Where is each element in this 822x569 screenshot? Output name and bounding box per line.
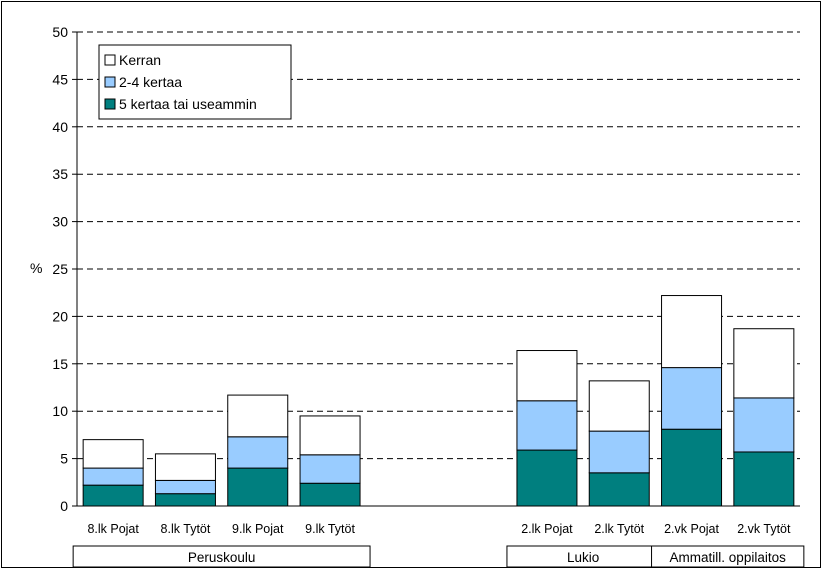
bar-segment: [299, 482, 361, 507]
bar-segment: [154, 479, 216, 495]
bar-segment: [82, 484, 144, 507]
x-tick-label: 2.lk Pojat: [521, 522, 573, 536]
bar-segment: [733, 397, 795, 453]
legend-label: 5 kertaa tai useammin: [119, 96, 257, 112]
category-groups: Peruskoulu Lukio Ammatill. oppilaitos: [72, 545, 805, 568]
legend-swatch: [104, 98, 116, 110]
x-axis-labels: 8.lk Pojat 8.lk Tytöt 9.lk Pojat 9.lk Tytöt…: [87, 522, 791, 536]
group-label: Peruskoulu: [188, 550, 256, 565]
y-tick-label: 35: [52, 166, 68, 182]
y-tick-label: 50: [52, 24, 68, 40]
group-box: [651, 545, 805, 568]
x-tick-label: 9.lk Tytöt: [305, 522, 355, 536]
bar-segment: [299, 454, 361, 484]
y-tick-label: 5: [60, 451, 68, 467]
bar-segment: [516, 350, 578, 402]
bar-segment: [588, 472, 650, 507]
bar-segment: [588, 430, 650, 474]
x-tick-label: 8.lk Pojat: [87, 522, 139, 536]
bar-segment: [82, 467, 144, 486]
x-tick-label: 2.vk Tytöt: [737, 522, 791, 536]
legend-label: Kerran: [119, 52, 161, 68]
y-tick-label: 40: [52, 119, 68, 135]
legend-swatch: [104, 54, 116, 66]
bar-segment: [227, 467, 289, 507]
x-tick-label: 2.lk Tytöt: [594, 522, 644, 536]
group-label: Lukio: [567, 550, 599, 565]
y-tick-label: 45: [52, 71, 68, 87]
bar-segment: [516, 400, 578, 451]
y-axis-ticks: 0 5 10 15 20 25 30 35 40 45 50: [52, 24, 77, 514]
y-axis-label: %: [30, 260, 42, 276]
y-tick-label: 15: [52, 356, 68, 372]
bar-segment: [82, 439, 144, 469]
bar-segment: [733, 451, 795, 507]
group-label: Ammatill. oppilaitos: [670, 550, 787, 565]
bar-segment: [661, 295, 723, 369]
x-tick-label: 8.lk Tytöt: [161, 522, 211, 536]
bar-segment: [516, 449, 578, 507]
bar-segment: [299, 415, 361, 456]
bars: [82, 295, 795, 507]
bar-segment: [588, 380, 650, 432]
x-tick-label: 9.lk Pojat: [232, 522, 284, 536]
y-tick-label: 10: [52, 403, 68, 419]
y-tick-label: 25: [52, 261, 68, 277]
bar-segment: [661, 367, 723, 430]
bar-segment: [154, 453, 216, 481]
y-tick-label: 0: [60, 498, 68, 514]
group-box: [72, 545, 371, 568]
bar-segment: [227, 394, 289, 438]
y-tick-label: 30: [52, 214, 68, 230]
y-tick-label: 20: [52, 308, 68, 324]
bar-segment: [154, 493, 216, 507]
x-tick-label: 2.vk Pojat: [664, 522, 719, 536]
legend-box: [98, 44, 292, 120]
bar-segment: [227, 436, 289, 469]
bar-segment: [661, 428, 723, 507]
legend-swatch: [104, 76, 116, 88]
legend: Kerran 2-4 kertaa 5 kertaa tai useammin: [98, 44, 292, 120]
bar-segment: [733, 328, 795, 399]
legend-label: 2-4 kertaa: [119, 74, 182, 90]
